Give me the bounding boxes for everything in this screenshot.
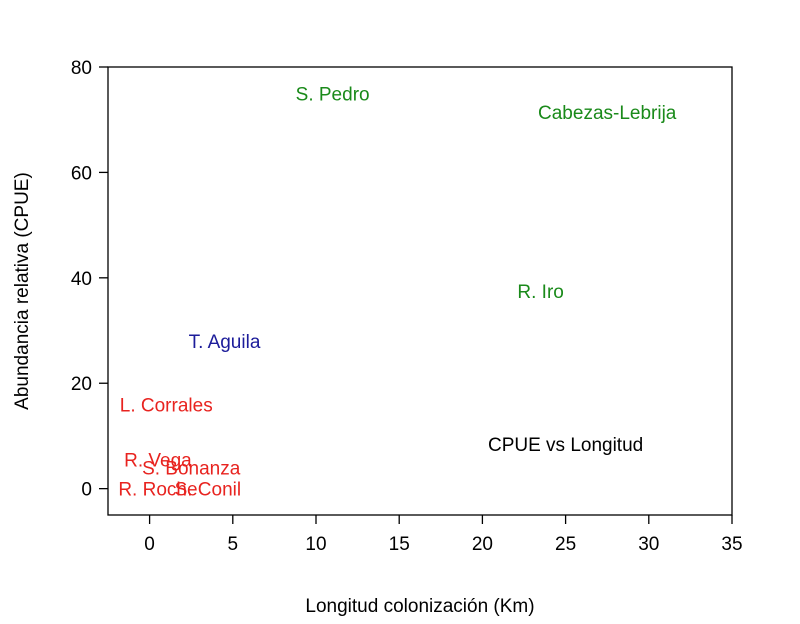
- x-tick-label: 15: [389, 534, 410, 555]
- x-tick-label: 35: [721, 534, 742, 555]
- y-axis-title: Abundancia relativa (CPUE): [12, 172, 33, 410]
- plot-frame: [107, 66, 733, 516]
- y-tick-label: 0: [81, 480, 92, 501]
- x-tick-label: 25: [555, 534, 576, 555]
- point-label: S. Pedro: [296, 84, 370, 105]
- point-label: S. Conil: [175, 480, 242, 501]
- point-label: T. Aguila: [189, 332, 261, 353]
- point-label: R. Roche: [118, 480, 197, 501]
- point-label: R. Iro: [517, 282, 563, 303]
- data-point: S. Pedro: [296, 84, 370, 105]
- data-point: T. Aguila: [189, 332, 261, 353]
- y-tick-label: 60: [71, 163, 92, 184]
- data-point: R. Iro: [517, 282, 563, 303]
- data-point: R. Roche: [118, 480, 197, 501]
- data-point: Cabezas-Lebrija: [538, 103, 677, 124]
- x-tick-label: 30: [638, 534, 659, 555]
- point-label: Cabezas-Lebrija: [538, 103, 677, 124]
- x-axis-title: Longitud colonización (Km): [305, 596, 534, 617]
- point-label: R. Vega: [124, 451, 192, 472]
- data-point: S. Conil: [175, 480, 242, 501]
- y-tick-label: 40: [71, 269, 92, 290]
- axis-ticks: 0 5 10 15 20 25 30 35 0 20 40 60 80: [71, 58, 743, 555]
- y-tick-label: 20: [71, 374, 92, 395]
- plot-axes: [107, 66, 733, 516]
- x-tick-label: 10: [305, 534, 326, 555]
- data-point: L. Corrales: [120, 395, 213, 416]
- data-point: R. Vega: [124, 451, 192, 472]
- point-label: L. Corrales: [120, 395, 213, 416]
- point-label: S. Bonanza: [142, 459, 241, 480]
- x-tick-label: 5: [228, 534, 239, 555]
- chart-annotation: CPUE vs Longitud: [488, 435, 643, 456]
- x-tick-label: 0: [144, 534, 155, 555]
- data-point: S. Bonanza: [142, 459, 241, 480]
- data-points: S. Pedro Cabezas-Lebrija R. Iro T. Aguila L.…: [118, 84, 676, 500]
- x-tick-label: 20: [472, 534, 493, 555]
- y-tick-label: 80: [71, 58, 92, 79]
